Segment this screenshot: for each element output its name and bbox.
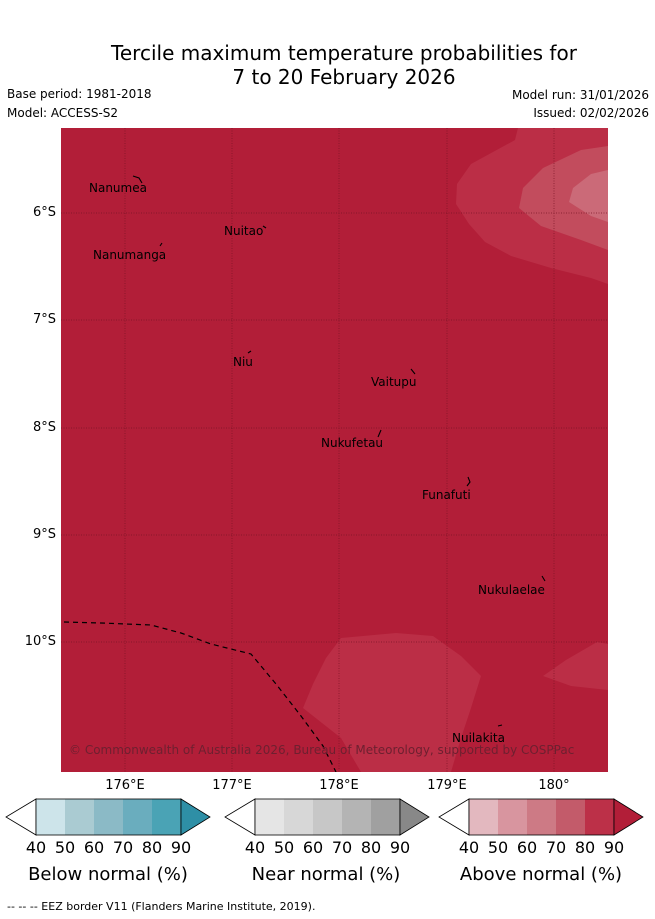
graticule — [61, 128, 608, 772]
tick-label: 40 — [25, 838, 47, 857]
colorbar-extend-low — [438, 798, 470, 836]
lat-label-7s: 7°S — [32, 312, 56, 327]
tick-label: 60 — [302, 838, 324, 857]
tick-label: 50 — [273, 838, 295, 857]
tick-label: 90 — [603, 838, 625, 857]
tick-label: 60 — [83, 838, 105, 857]
colorbar-segment — [284, 799, 313, 835]
lat-label-8s: 8°S — [32, 420, 56, 435]
model-name: Model: ACCESS-S2 — [7, 106, 119, 120]
colorbar-extend-low — [224, 798, 256, 836]
model-run: Model run: 31/01/2026 — [511, 88, 649, 102]
contour-south-east — [543, 642, 608, 690]
tick-label: 50 — [487, 838, 509, 857]
colorbar-segment — [469, 799, 498, 835]
tick-label: 70 — [331, 838, 353, 857]
lat-label-9s: 9°S — [32, 527, 56, 542]
colorbar-label-above: Above normal (%) — [459, 864, 623, 885]
colorbar-segment — [94, 799, 123, 835]
tick-label: 90 — [170, 838, 192, 857]
tick-label: 70 — [545, 838, 567, 857]
colorbar-segment — [313, 799, 342, 835]
tick-label: 40 — [244, 838, 266, 857]
tick-label: 90 — [389, 838, 411, 857]
colorbar-segment — [342, 799, 371, 835]
island-shapes — [132, 175, 546, 727]
contour-ne-inner — [569, 170, 608, 222]
eez-legend-note: -- -- -- EEZ border V11 (Flanders Marine… — [7, 900, 316, 913]
tick-label: 80 — [574, 838, 596, 857]
place-label-funafuti: Funafuti — [422, 488, 471, 502]
colorbar-label-below: Below normal (%) — [28, 864, 188, 885]
colorbar-segment — [498, 799, 527, 835]
colorbar-segment — [585, 799, 614, 835]
lon-label-179e: 179°E — [427, 778, 467, 793]
lon-label-178e: 178°E — [319, 778, 359, 793]
lon-label-177e: 177°E — [212, 778, 252, 793]
colorbar-segment — [123, 799, 152, 835]
chart-title-line2: 7 to 20 February 2026 — [232, 65, 456, 89]
tick-label: 50 — [54, 838, 76, 857]
colorbar-segment — [527, 799, 556, 835]
place-label-nukufetau: Nukufetau — [321, 436, 383, 450]
tick-label: 80 — [360, 838, 382, 857]
eez-border — [63, 621, 337, 772]
place-label-niu: Niu — [233, 355, 253, 369]
probability-map: Nanumea Nuitao Nanumanga Niu Vaitupu Nuk… — [61, 128, 608, 772]
copyright-notice: © Commonwealth of Australia 2026, Bureau… — [69, 743, 574, 757]
place-label-nuilakita: Nuilakita — [452, 731, 505, 745]
colorbar-label-near: Near normal (%) — [251, 864, 401, 885]
place-label-nukulaelae: Nukulaelae — [478, 583, 545, 597]
issued-date: Issued: 02/02/2026 — [533, 106, 649, 120]
colorbar-below-normal — [5, 798, 211, 836]
tick-label: 40 — [458, 838, 480, 857]
colorbar-near-normal — [224, 798, 430, 836]
colorbar-segment — [152, 799, 181, 835]
colorbar-extend-low — [5, 798, 37, 836]
colorbar-segment — [36, 799, 65, 835]
contour-ne-middle — [519, 146, 608, 250]
tick-label: 80 — [141, 838, 163, 857]
colorbar-segment — [556, 799, 585, 835]
colorbar-extend-high — [180, 798, 211, 836]
colorbar-segment — [65, 799, 94, 835]
place-label-nuitao: Nuitao — [224, 224, 263, 238]
place-label-nanumea: Nanumea — [89, 181, 147, 195]
lon-label-180: 180° — [538, 778, 570, 793]
place-label-nanumanga: Nanumanga — [93, 248, 166, 262]
contour-south-center — [303, 633, 481, 772]
lon-label-176e: 176°E — [105, 778, 145, 793]
lat-label-6s: 6°S — [32, 205, 56, 220]
chart-title-line1: Tercile maximum temperature probabilitie… — [111, 41, 577, 65]
colorbar-segment — [371, 799, 400, 835]
colorbar-above-normal — [438, 798, 644, 836]
colorbar-segment — [255, 799, 284, 835]
lat-label-10s: 10°S — [24, 634, 56, 649]
tick-label: 60 — [516, 838, 538, 857]
place-label-vaitupu: Vaitupu — [371, 375, 417, 389]
tick-label: 70 — [112, 838, 134, 857]
base-period: Base period: 1981-2018 — [7, 87, 152, 101]
colorbar-extend-high — [399, 798, 430, 836]
colorbar-extend-high — [613, 798, 644, 836]
